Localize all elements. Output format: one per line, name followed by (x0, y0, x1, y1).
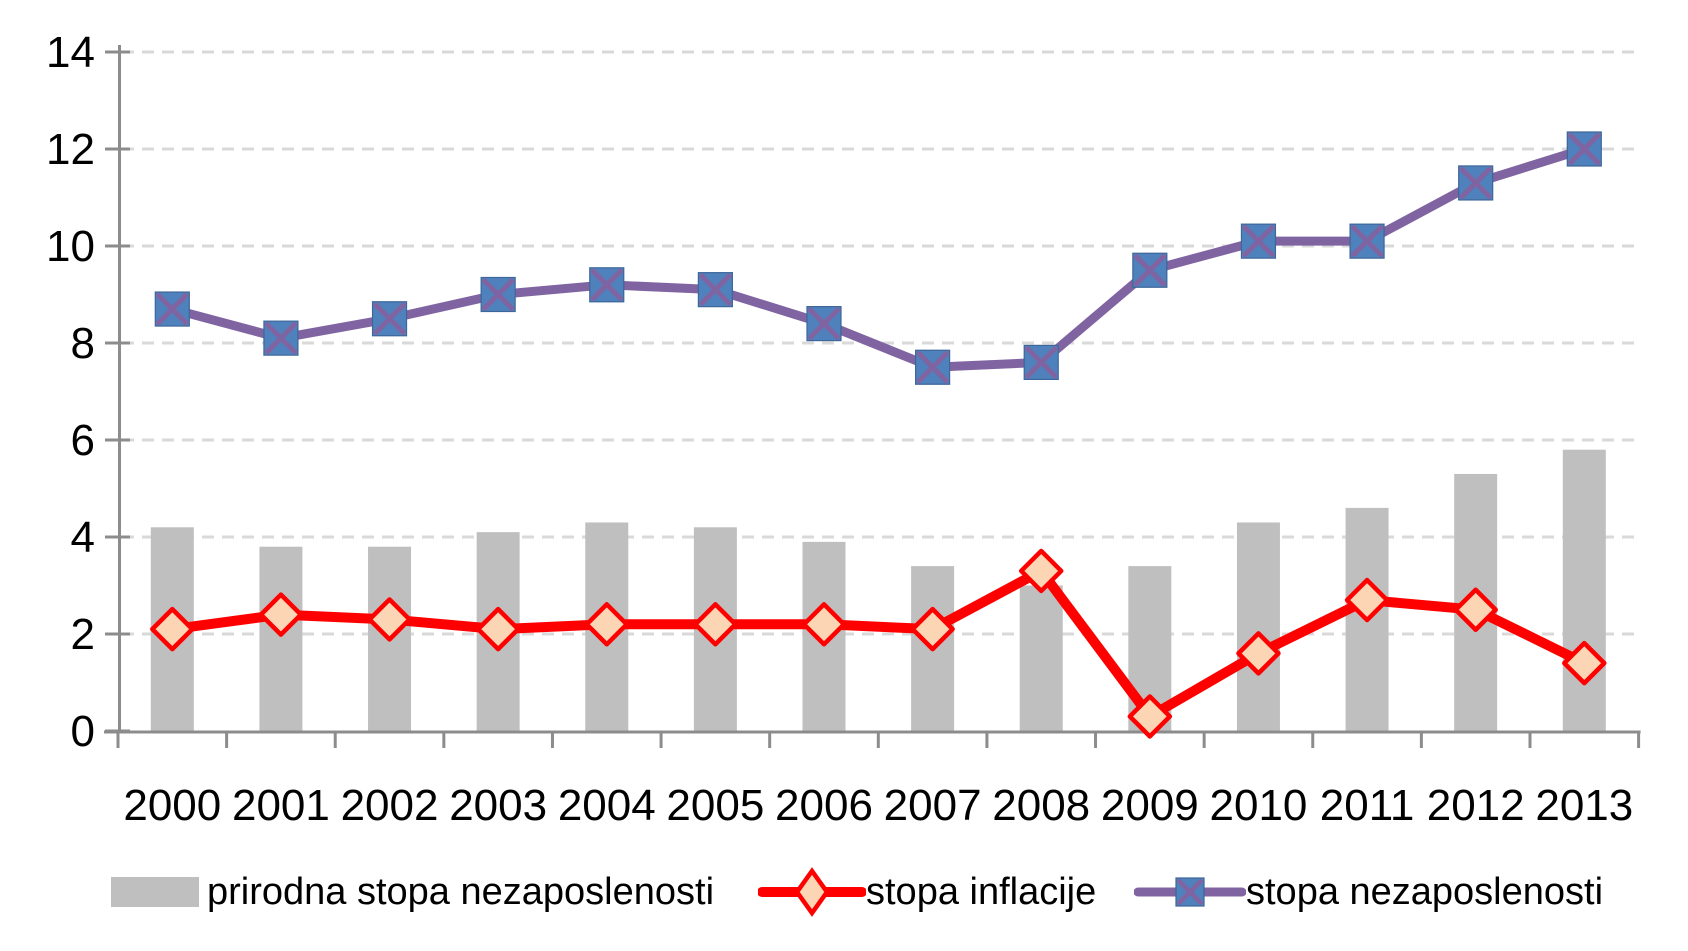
square-marker-x2 (1458, 166, 1493, 200)
series-line (167, 144, 1589, 372)
y-tick-label: 2 (71, 610, 95, 659)
bar (1236, 522, 1280, 731)
y-tick-label: 0 (71, 707, 95, 756)
legend-swatch-natural-rate (111, 877, 199, 907)
bar (1562, 449, 1606, 731)
square-marker-x2 (807, 306, 841, 341)
y-tick-label: 10 (46, 222, 95, 271)
x-tick-label: 2003 (449, 781, 547, 830)
legend-label-unemployment: stopa nezaposlenosti (1246, 871, 1604, 913)
square-marker-x2 (1350, 224, 1384, 258)
diamond-marker (584, 602, 630, 647)
diamond-marker (910, 606, 955, 652)
diamond-marker (1236, 631, 1281, 676)
x-tick-label: 2000 (123, 781, 221, 830)
diamond-marker (801, 602, 847, 647)
bar (259, 546, 303, 731)
x-tick-label: 2004 (558, 781, 656, 830)
diamond-marker (1127, 694, 1173, 739)
square-marker-x2 (1024, 345, 1058, 380)
x-tick-label: 2007 (884, 781, 982, 830)
square-marker-x2 (1567, 132, 1602, 166)
x-tick-label: 2010 (1210, 781, 1308, 830)
x-tick-label: 2002 (341, 781, 439, 830)
diamond-marker (150, 606, 195, 652)
x-tick-label: 2009 (1101, 781, 1199, 830)
x-tick-label: 2001 (232, 781, 330, 830)
square-marker-x2 (1241, 224, 1276, 258)
square-marker-x2 (1133, 253, 1167, 288)
y-tick-label: 12 (46, 125, 95, 174)
diamond-marker (475, 606, 521, 652)
y-tick-label: 6 (71, 416, 95, 465)
x-tick-label: 2008 (992, 781, 1090, 830)
legend-marker-inflation (758, 867, 866, 917)
square-marker-x2 (698, 272, 733, 307)
square-marker-x2 (155, 292, 190, 326)
square-marker-x2 (589, 268, 624, 302)
y-tick-label: 14 (46, 28, 95, 77)
square-marker-x2 (372, 301, 407, 336)
y-tick-label: 8 (71, 319, 95, 368)
legend-marker-unemployment (1134, 877, 1246, 907)
square-marker-x2 (915, 350, 950, 385)
square-marker-x2 (264, 321, 298, 355)
x-tick-label: 2011 (1320, 781, 1415, 830)
bar (1019, 585, 1063, 731)
square-marker-x2 (481, 277, 515, 312)
diamond-marker (1562, 640, 1607, 686)
legend-diamond-icon (794, 867, 830, 917)
diamond-marker (367, 597, 412, 642)
diamond-marker (1453, 587, 1498, 632)
legend-label-inflation: stopa inflacije (866, 871, 1097, 913)
chart-legend: prirodna stopa nezaposlenosti stopa infl… (0, 860, 1688, 930)
diamond-marker (1018, 548, 1064, 594)
diamond-marker (258, 592, 304, 637)
y-tick-label: 4 (71, 513, 95, 562)
diamond-marker (693, 602, 738, 647)
x-tick-label: 2005 (666, 781, 764, 830)
diamond-marker (1344, 577, 1390, 623)
legend-label-natural-rate: prirodna stopa nezaposlenosti (207, 871, 715, 913)
x-tick-label: 2006 (775, 781, 873, 830)
legend-square-x2 (1176, 878, 1204, 906)
x-tick-label: 2013 (1535, 781, 1633, 830)
x-tick-label: 2012 (1427, 781, 1525, 830)
